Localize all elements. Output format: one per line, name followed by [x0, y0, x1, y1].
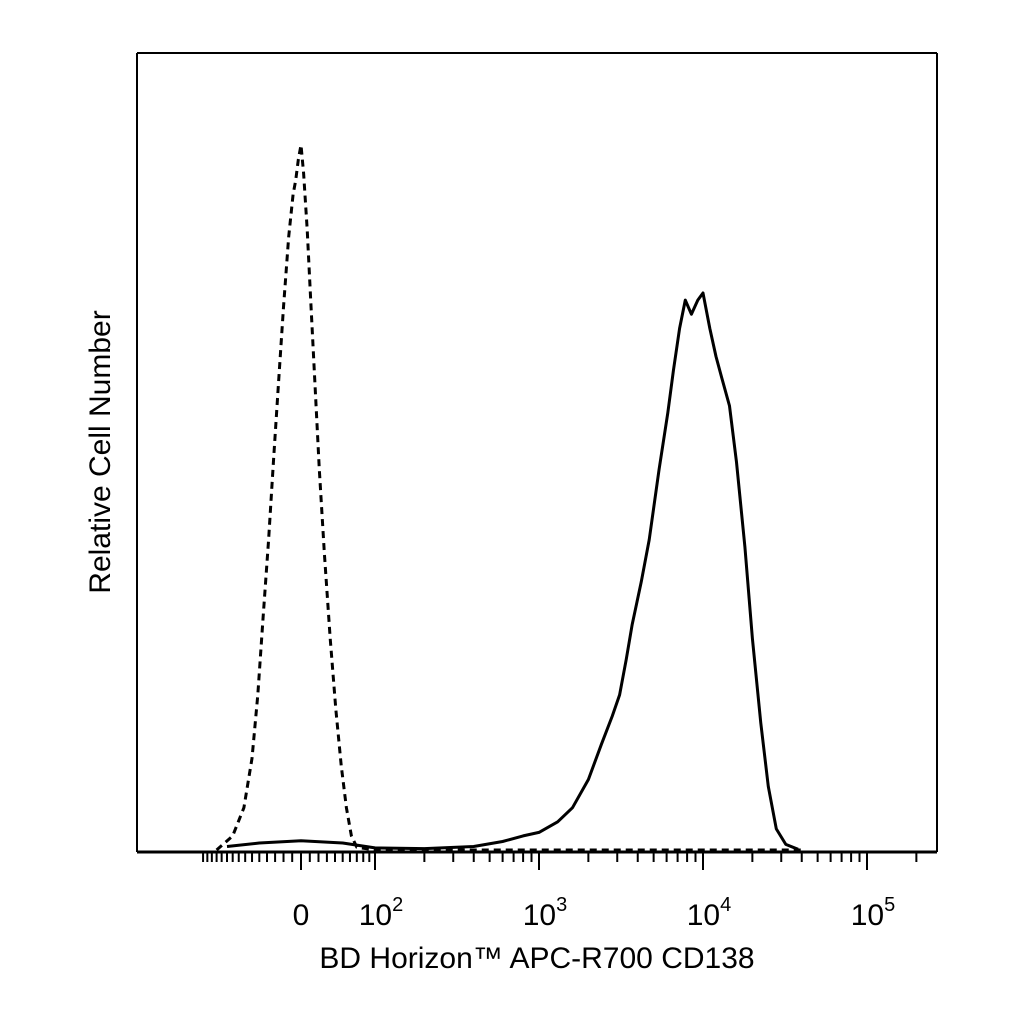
- x-axis-label: BD Horizon™ APC-R700 CD138: [319, 942, 754, 975]
- histogram-series: [215, 143, 802, 852]
- x-tick-labels: 0 102 103 104 105: [293, 894, 896, 932]
- plot-frame: [136, 52, 938, 854]
- x-tick-label: 104: [687, 894, 732, 932]
- control-histogram-dashed: [215, 143, 802, 852]
- x-tick-label: 103: [523, 894, 568, 932]
- x-tick-label: 105: [851, 894, 896, 932]
- x-tick-label: 102: [359, 894, 404, 932]
- y-axis-label: Relative Cell Number: [84, 310, 117, 593]
- x-tick-label: 0: [293, 899, 310, 932]
- x-axis-ticks: [202, 852, 918, 870]
- stained-histogram-solid: [226, 291, 799, 851]
